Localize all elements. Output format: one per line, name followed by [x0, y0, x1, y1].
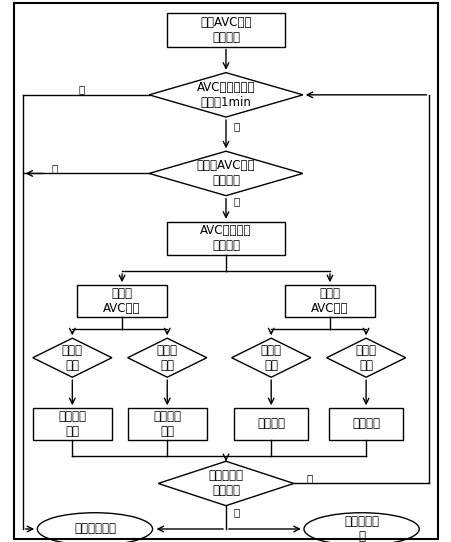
Text: 电压越
上限: 电压越 上限: [260, 344, 281, 372]
FancyBboxPatch shape: [127, 408, 207, 440]
Text: 显示校验结果: 显示校验结果: [74, 522, 115, 535]
Text: 变电站
AVC子站: 变电站 AVC子站: [311, 287, 348, 315]
Ellipse shape: [37, 513, 152, 542]
FancyBboxPatch shape: [234, 408, 308, 440]
Text: 否: 否: [306, 474, 312, 483]
FancyBboxPatch shape: [328, 408, 403, 440]
FancyBboxPatch shape: [167, 13, 284, 47]
Text: 已达到AVC子站
调控极限: 已达到AVC子站 调控极限: [196, 159, 255, 188]
Polygon shape: [158, 461, 293, 506]
Text: 是: 是: [233, 507, 239, 517]
Text: 否: 否: [233, 197, 239, 207]
Polygon shape: [149, 73, 302, 117]
Text: AVC子站下达
调控指令: AVC子站下达 调控指令: [200, 224, 251, 253]
Text: 电压越
下限: 电压越 下限: [355, 344, 376, 372]
Text: 投电容器: 投电容器: [351, 417, 379, 430]
Text: 电压越
下限: 电压越 下限: [62, 344, 83, 372]
Text: 网损分析计
算: 网损分析计 算: [343, 515, 378, 542]
Text: 发电厂
AVC子站: 发电厂 AVC子站: [103, 287, 140, 315]
Text: 切电容器: 切电容器: [257, 417, 285, 430]
FancyBboxPatch shape: [77, 285, 167, 317]
Polygon shape: [33, 338, 112, 377]
Text: 否: 否: [78, 85, 84, 94]
Text: AVC子站调控时
间小于1min: AVC子站调控时 间小于1min: [196, 81, 255, 109]
Text: 是: 是: [233, 121, 239, 131]
Text: 中枢点母线
电压合格: 中枢点母线 电压合格: [208, 469, 243, 498]
Text: 机组吸收
无功: 机组吸收 无功: [153, 410, 181, 438]
FancyBboxPatch shape: [284, 285, 374, 317]
Ellipse shape: [304, 513, 419, 542]
Text: 模拟AVC主站
下发指令: 模拟AVC主站 下发指令: [200, 16, 251, 44]
Text: 是: 是: [51, 163, 57, 173]
FancyBboxPatch shape: [167, 222, 284, 255]
Text: 机组发出
无功: 机组发出 无功: [58, 410, 86, 438]
Text: 电压越
上限: 电压越 上限: [156, 344, 177, 372]
Polygon shape: [127, 338, 207, 377]
Polygon shape: [231, 338, 310, 377]
FancyBboxPatch shape: [33, 408, 112, 440]
Polygon shape: [326, 338, 405, 377]
Polygon shape: [149, 151, 302, 196]
